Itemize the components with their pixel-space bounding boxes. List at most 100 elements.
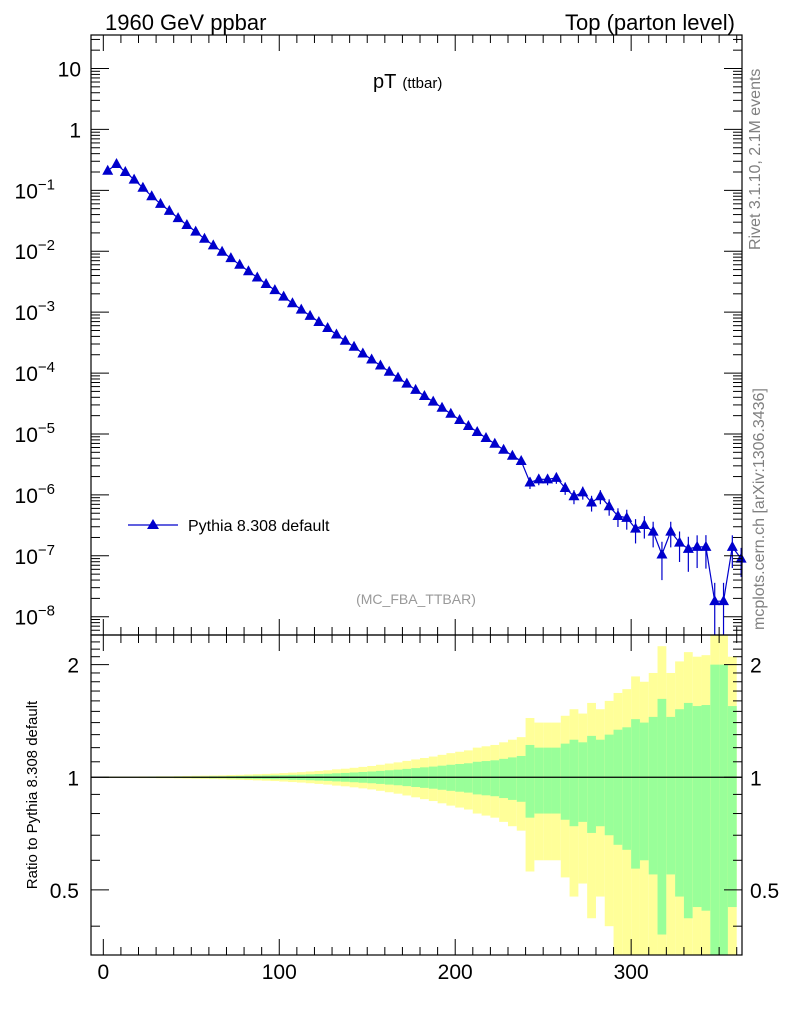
data-point <box>190 225 202 236</box>
band-1sigma-bin <box>727 706 737 908</box>
data-point <box>111 158 123 169</box>
data-point <box>568 490 580 501</box>
band-1sigma-bin <box>499 758 508 799</box>
data-point <box>128 173 140 184</box>
data-point <box>313 315 325 326</box>
data-point <box>621 511 633 522</box>
y-tick-label: 10−3 <box>15 298 55 325</box>
mcplots-label: mcplots.cern.ch [arXiv:1306.3436] <box>751 388 768 630</box>
band-1sigma-bin <box>648 716 658 875</box>
band-1sigma-bin <box>719 664 728 955</box>
band-1sigma-bin <box>692 706 702 908</box>
data-point <box>286 297 298 308</box>
data-point <box>454 413 466 424</box>
data-point <box>630 522 642 533</box>
ratio-y-tick-label-right: 1 <box>750 767 762 790</box>
ratio-y-tick-label: 2 <box>67 655 79 678</box>
data-point <box>533 473 545 484</box>
x-tick-label: 300 <box>614 961 649 984</box>
band-1sigma-bin <box>631 719 640 869</box>
ratio-bands <box>91 635 742 955</box>
band-1sigma-bin <box>578 742 588 822</box>
data-point <box>603 500 615 511</box>
band-1sigma-bin <box>604 734 614 836</box>
data-point <box>366 353 378 364</box>
data-point <box>436 401 448 412</box>
data-point <box>418 390 430 401</box>
data-point <box>269 284 281 295</box>
y-tick-label: 10−2 <box>15 237 55 264</box>
data-point <box>330 328 342 339</box>
data-point <box>612 510 624 521</box>
band-1sigma-bin <box>569 739 579 827</box>
data-point <box>251 271 263 282</box>
data-point <box>392 371 404 382</box>
band-1sigma-bin <box>490 760 500 797</box>
header-left: 1960 GeV ppbar <box>105 10 266 35</box>
data-point <box>102 164 114 175</box>
data-point <box>119 165 131 176</box>
data-point <box>656 548 668 559</box>
data-point <box>154 197 166 208</box>
data-point <box>163 204 175 215</box>
data-point <box>198 232 210 243</box>
data-point <box>383 365 395 376</box>
band-1sigma-bin <box>657 698 667 935</box>
band-1sigma-bin <box>472 761 482 795</box>
data-point <box>234 258 246 269</box>
main-plot-marks <box>102 158 747 635</box>
data-point <box>278 290 290 301</box>
ratio-y-tick-label: 1 <box>67 767 79 790</box>
band-1sigma-bin <box>622 727 632 850</box>
data-point <box>462 420 474 431</box>
data-point <box>137 181 149 192</box>
data-point <box>559 481 571 492</box>
ratio-y-tick-label-right: 2 <box>750 655 762 678</box>
data-point <box>665 525 677 536</box>
band-1sigma-bin <box>613 729 623 845</box>
data-point <box>401 377 413 388</box>
band-1sigma-bin <box>560 743 570 820</box>
data-point <box>586 496 598 507</box>
data-point <box>410 383 422 394</box>
data-point <box>577 486 589 497</box>
data-point <box>216 245 228 256</box>
plot-title-main: pT <box>373 71 396 93</box>
data-point <box>709 595 721 606</box>
plot-title: pT (ttbar) <box>373 71 442 93</box>
analysis-tag: (MC_FBA_TTBAR) <box>356 591 476 607</box>
data-point <box>181 218 193 229</box>
y-tick-label: 10−7 <box>15 542 55 569</box>
data-point <box>339 334 351 345</box>
data-point <box>242 265 254 276</box>
data-point <box>718 595 730 606</box>
data-point <box>638 519 650 530</box>
y-tick-label: 10−4 <box>15 359 55 386</box>
band-1sigma-bin <box>595 739 605 827</box>
data-point <box>445 407 457 418</box>
ratio-ylabel: Ratio to Pythia 8.308 default <box>24 700 41 889</box>
data-point <box>682 542 694 553</box>
data-point <box>691 540 703 551</box>
band-1sigma-bin <box>543 747 552 814</box>
data-point <box>348 340 360 351</box>
ratio-frame <box>90 634 743 956</box>
band-1sigma-bin <box>464 763 473 793</box>
data-point <box>225 252 237 263</box>
x-tick-label: 0 <box>97 961 109 984</box>
data-point <box>726 540 738 551</box>
band-1sigma-bin <box>587 735 596 833</box>
ratio-y-tick-label-right: 0.5 <box>750 880 779 903</box>
data-point <box>295 303 307 314</box>
band-1sigma-bin <box>525 744 535 818</box>
data-point <box>506 449 518 460</box>
band-1sigma-bin <box>666 716 676 875</box>
band-1sigma-bin <box>683 702 693 919</box>
data-point <box>357 347 369 358</box>
ratio-y-tick-label: 0.5 <box>50 880 79 903</box>
data-point <box>427 395 439 406</box>
band-1sigma-bin <box>481 761 491 796</box>
data-point <box>471 425 483 436</box>
data-point <box>542 473 554 484</box>
axes: 10 1 10−1 10−2 10−3 10−4 10−5 10−6 10−7 10−8 0 100 2… <box>15 34 779 984</box>
